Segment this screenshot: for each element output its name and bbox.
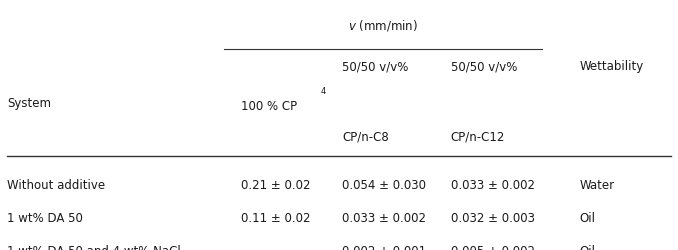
Text: Oil: Oil (580, 244, 596, 250)
Text: CP/n-C12: CP/n-C12 (451, 130, 505, 143)
Text: 0.054 ± 0.030: 0.054 ± 0.030 (342, 179, 426, 192)
Text: 0.033 ± 0.002: 0.033 ± 0.002 (342, 211, 426, 224)
Text: 0.033 ± 0.002: 0.033 ± 0.002 (451, 179, 535, 192)
Text: 50/50 v/v%: 50/50 v/v% (451, 60, 517, 73)
Text: Without additive: Without additive (7, 179, 105, 192)
Text: $v$ (mm/min): $v$ (mm/min) (348, 18, 418, 32)
Text: 0.11 ± 0.02: 0.11 ± 0.02 (241, 211, 311, 224)
Text: 100 % CP: 100 % CP (241, 100, 300, 113)
Text: Oil: Oil (580, 211, 596, 224)
Text: Wettability: Wettability (580, 60, 644, 73)
Text: 0.21 ± 0.02: 0.21 ± 0.02 (241, 179, 311, 192)
Text: 0.002 ± 0.001: 0.002 ± 0.001 (342, 244, 426, 250)
Text: Water: Water (580, 179, 615, 192)
Text: 1 wt% DA 50 and 4 wt% NaCl: 1 wt% DA 50 and 4 wt% NaCl (7, 244, 180, 250)
Text: 1 wt% DA 50: 1 wt% DA 50 (7, 211, 83, 224)
Text: 0.005 ± 0.002: 0.005 ± 0.002 (451, 244, 535, 250)
Text: 50/50 v/v%: 50/50 v/v% (342, 60, 409, 73)
Text: 0.032 ± 0.003: 0.032 ± 0.003 (451, 211, 535, 224)
Text: 4: 4 (321, 86, 326, 95)
Text: System: System (7, 97, 51, 110)
Text: CP/n-C8: CP/n-C8 (342, 130, 389, 143)
